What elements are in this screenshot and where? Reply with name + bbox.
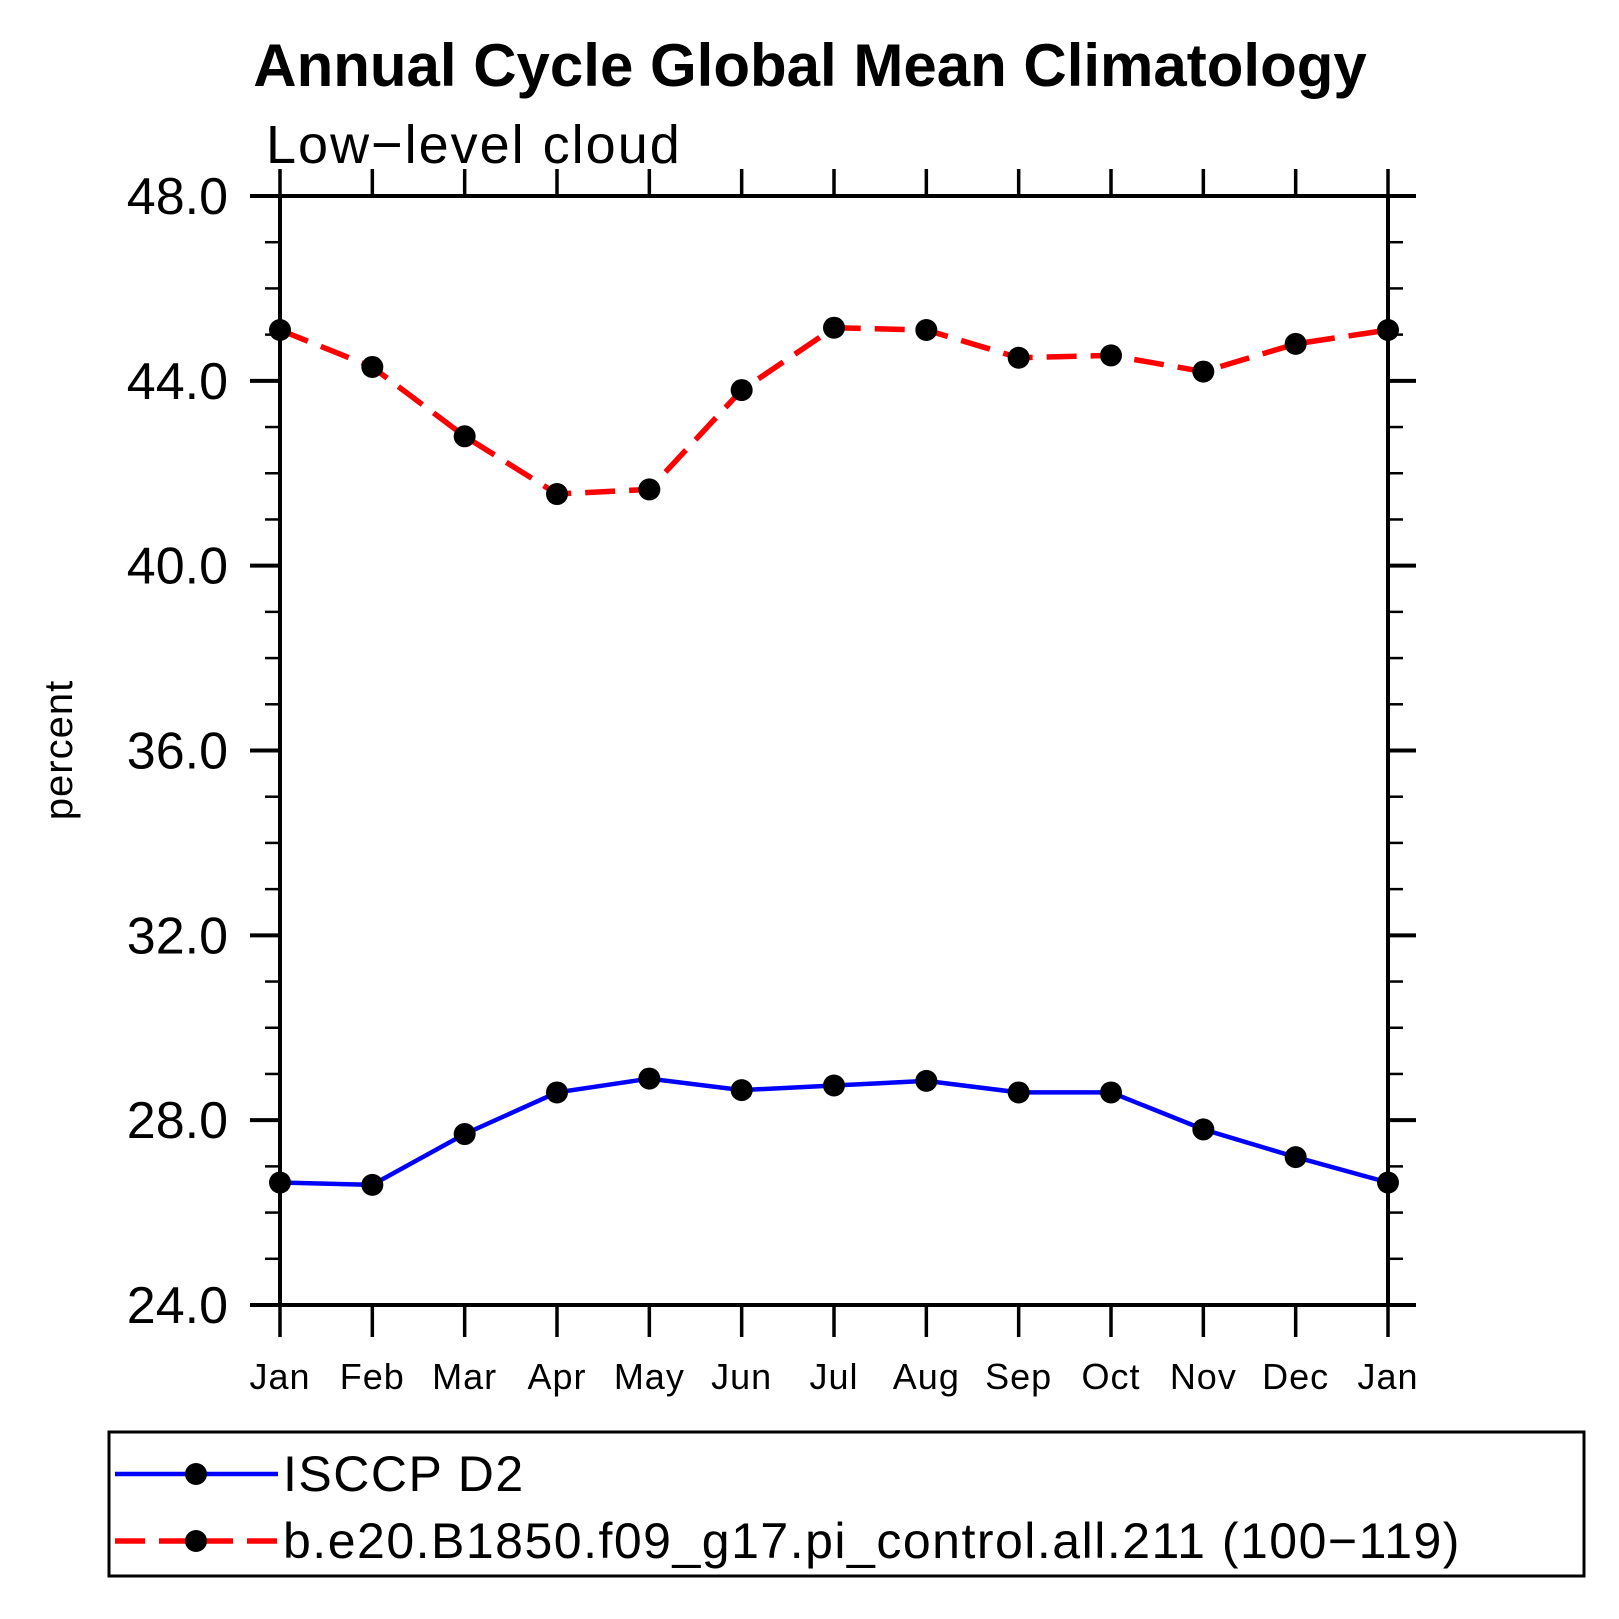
data-point-marker: [361, 355, 384, 378]
x-tick-label: Apr: [527, 1356, 586, 1397]
series-line-1: [278, 324, 1389, 497]
data-point-marker: [915, 1069, 938, 1092]
plot-frame: [278, 194, 1390, 1307]
plot-area: 24.0 28.0 32.0 36.0 40.0 44.0 48.0 Jan Feb Mar Apr…: [127, 168, 1418, 1397]
x-tick-label: Mar: [432, 1356, 497, 1397]
data-point-marker: [1377, 1171, 1399, 1194]
y-tick-label: 36.0: [127, 723, 228, 781]
y-tick-label: 28.0: [127, 1092, 228, 1150]
x-tick-label: Oct: [1081, 1356, 1140, 1397]
data-point-marker: [1377, 319, 1399, 342]
data-point-marker: [1100, 344, 1122, 367]
data-point-marker: [730, 1079, 753, 1102]
data-point-marker: [1284, 332, 1307, 355]
data-point-marker: [915, 319, 938, 342]
data-point-marker: [638, 1067, 661, 1090]
x-tick-label: Feb: [340, 1356, 405, 1397]
data-point-marker: [269, 1171, 291, 1194]
x-tick-label: Jul: [809, 1356, 858, 1397]
x-tick-label: Aug: [893, 1356, 960, 1397]
x-tick-label: Sep: [985, 1356, 1052, 1397]
x-tick-label: May: [614, 1356, 685, 1397]
data-point-marker: [546, 483, 568, 506]
data-point-marker: [823, 316, 845, 339]
data-point-marker: [1284, 1146, 1307, 1169]
legend: ISCCP D2 b.e20.B1850.f09_g17.pi_control.…: [107, 1430, 1586, 1578]
data-point-marker: [823, 1074, 845, 1097]
legend-entry-isccp: ISCCP D2: [115, 1446, 525, 1502]
x-tick-label: Jan: [1357, 1356, 1418, 1397]
y-tick-label: 48.0: [127, 168, 228, 226]
chart-subtitle: Low−level cloud: [266, 115, 682, 175]
data-point-marker: [638, 478, 661, 501]
y-tick-label: 40.0: [127, 538, 228, 596]
x-tick-label: Dec: [1262, 1356, 1329, 1397]
data-point-marker: [453, 1123, 476, 1146]
chart-title: Annual Cycle Global Mean Climatology: [253, 32, 1367, 99]
legend-box: [107, 1430, 1586, 1578]
data-point-marker: [1007, 346, 1030, 369]
legend-entry-model: b.e20.B1850.f09_g17.pi_control.all.211 (…: [115, 1513, 1461, 1569]
data-point-marker: [453, 425, 476, 448]
y-tick-label: 44.0: [127, 353, 228, 411]
legend-label-model: b.e20.B1850.f09_g17.pi_control.all.211 (…: [283, 1513, 1461, 1569]
x-tick-label: Jan: [249, 1356, 310, 1397]
y-tick-label: 24.0: [127, 1277, 228, 1335]
x-tick-label: Nov: [1170, 1356, 1237, 1397]
data-point-marker: [730, 379, 753, 402]
data-point-marker: [1007, 1081, 1030, 1104]
legend-marker-model: [185, 1530, 207, 1552]
x-tick-label: Jun: [711, 1356, 772, 1397]
data-point-marker: [1100, 1081, 1122, 1104]
y-axis-label: percent: [37, 680, 81, 820]
data-point-marker: [269, 319, 291, 342]
legend-marker-isccp: [185, 1463, 207, 1485]
data-point-marker: [546, 1081, 568, 1104]
data-point-marker: [1192, 360, 1215, 383]
data-point-marker: [1192, 1118, 1215, 1141]
data-point-marker: [361, 1173, 384, 1196]
legend-label-isccp: ISCCP D2: [283, 1446, 525, 1502]
y-tick-label: 32.0: [127, 907, 228, 965]
